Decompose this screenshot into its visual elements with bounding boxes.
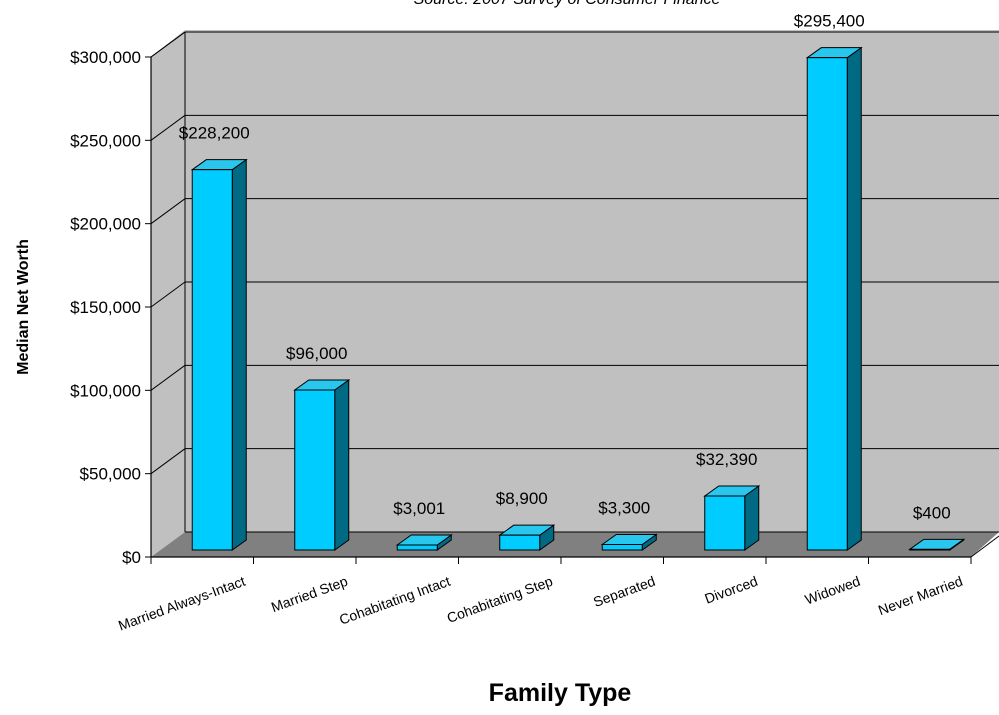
bar-front: [396, 544, 438, 551]
gridline-side: [150, 364, 186, 391]
gridline-side: [150, 114, 186, 141]
bar: [805, 46, 863, 551]
x-tick-label: Married Always-Intact: [116, 573, 247, 634]
y-tick-label: $100,000: [70, 381, 141, 400]
data-label: $228,200: [179, 124, 250, 143]
x-axis-title: Family Type: [489, 679, 632, 707]
data-label: $3,001: [393, 499, 445, 518]
y-tick-label: $0: [122, 548, 141, 567]
y-tick-label: $250,000: [70, 131, 141, 150]
y-axis: $0 $50,000 $100,000 $150,000 $200,000 $250,00…: [70, 48, 152, 567]
data-label: $400: [913, 503, 951, 522]
data-label: $3,300: [598, 499, 650, 518]
bar-front: [806, 57, 848, 551]
x-axis: Married Always-Intact Married StepCohabit…: [116, 556, 972, 634]
bar-side: [231, 158, 247, 551]
bar: [703, 485, 761, 551]
bar: [600, 533, 658, 551]
data-label: $32,390: [696, 450, 757, 469]
data-labels: $228,200 $96,000 $3,001 $8,900 $3,300 $32,390…: [179, 12, 951, 523]
data-label: $96,000: [286, 344, 347, 363]
bar-front: [704, 495, 746, 551]
data-label: $295,400: [794, 12, 865, 31]
data-label: $8,900: [496, 489, 548, 508]
y-axis-title: Median Net Worth: [15, 239, 32, 375]
bar-side: [334, 379, 350, 551]
gridlines: [150, 31, 999, 558]
gridline-side: [150, 198, 186, 225]
bar: [908, 538, 966, 551]
chart-left-wall: [151, 30, 185, 557]
bar-front: [499, 534, 541, 551]
gridline-side: [150, 281, 186, 308]
x-tick-label: Cohabitating Step: [445, 573, 555, 626]
bar: [498, 524, 556, 551]
bar: [190, 158, 248, 551]
y-tick-label: $200,000: [70, 215, 141, 234]
y-tick-label: $300,000: [70, 48, 141, 67]
bar-front: [191, 169, 233, 551]
x-tick-label: Divorced: [702, 573, 759, 607]
bar-side: [846, 46, 862, 551]
y-tick-label: $50,000: [80, 465, 141, 484]
x-tick-label: Never Married: [876, 573, 965, 618]
bar-front: [601, 544, 643, 551]
y-tick-label: $150,000: [70, 298, 141, 317]
x-tick-label: Married Step: [269, 573, 350, 616]
bar-side: [744, 485, 760, 551]
gridline-side: [150, 448, 186, 475]
bar-front: [909, 548, 951, 551]
x-tick-label: Widowed: [803, 573, 863, 608]
bar: [395, 534, 453, 551]
chart-back-wall: [185, 30, 999, 532]
chart-floor: [151, 532, 999, 557]
bars: [190, 46, 966, 551]
bar: [293, 379, 351, 551]
chart-subtitle: Source: 2007 Survey of Consumer Finance: [414, 0, 721, 8]
bar-front: [294, 389, 336, 551]
x-tick-label: Cohabitating Intact: [337, 573, 452, 628]
x-tick-label: Separated: [591, 573, 657, 610]
